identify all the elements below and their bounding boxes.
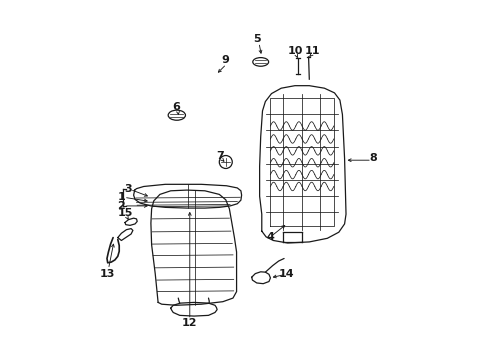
- Text: 15: 15: [117, 208, 132, 218]
- Text: 11: 11: [305, 46, 320, 56]
- Text: 2: 2: [117, 201, 125, 211]
- Text: 8: 8: [369, 153, 376, 163]
- Text: 14: 14: [279, 269, 294, 279]
- Text: 5: 5: [253, 34, 261, 44]
- Text: 1: 1: [117, 192, 125, 202]
- Text: 10: 10: [286, 46, 302, 56]
- Text: 4: 4: [266, 232, 274, 242]
- Text: 12: 12: [182, 318, 197, 328]
- Text: 13: 13: [99, 269, 114, 279]
- Text: 6: 6: [172, 102, 180, 112]
- Text: 3: 3: [124, 184, 131, 194]
- Text: 9: 9: [222, 55, 229, 66]
- Text: 7: 7: [216, 150, 224, 161]
